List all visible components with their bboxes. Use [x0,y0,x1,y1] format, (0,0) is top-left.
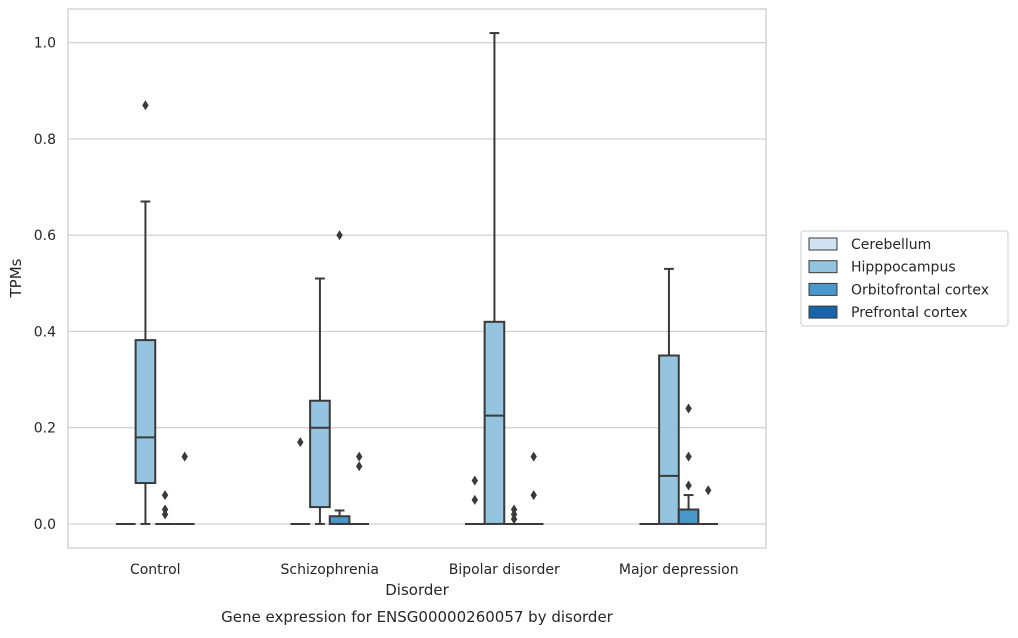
legend-swatch [808,260,838,274]
y-tick-label: 0.4 [34,324,56,340]
box-3-3 [698,485,719,525]
box-body [309,399,331,509]
x-tick-label: Schizophrenia [281,562,379,578]
chart-caption: Gene expression for ENSG00000260057 by d… [221,608,614,626]
legend-swatch [808,237,838,251]
legend-label: Hipppocampus [851,260,956,276]
outlier-marker [297,437,304,448]
box-2-0 [464,475,485,525]
outlier-marker [355,451,363,462]
outlier-marker [704,485,712,496]
outlier-marker [161,490,169,501]
outlier-marker [336,230,343,241]
x-tick-labels: Control Schizophrenia Bipolar disorder Majo… [130,562,739,578]
box-0-2 [155,490,175,525]
box-0-3 [174,451,195,525]
x-tick-label: Control [130,562,181,578]
outlier-marker [685,480,692,491]
boxes-layer [115,32,719,525]
box-0-1 [134,100,157,525]
x-tick-label: Bipolar disorder [449,562,560,578]
box-2-1 [483,32,506,525]
box-body [483,320,506,525]
y-tick-label: 0.0 [34,517,56,533]
box-2-3 [523,451,544,525]
outlier-marker [530,451,537,462]
box-1-1 [309,277,331,525]
outlier-marker [355,461,363,472]
box-body [134,339,157,485]
legend-swatch [808,282,838,296]
box-3-2 [677,403,700,525]
x-axis-label: Disorder [385,581,449,599]
legend-label: Prefrontal cortex [851,305,968,321]
x-tick-label: Major depression [619,562,739,578]
y-tick-label: 0.6 [34,228,56,244]
outlier-marker [181,451,188,462]
outlier-marker [510,504,518,515]
box-1-2 [328,230,351,525]
outlier-marker [161,504,169,515]
outlier-marker [142,100,149,111]
plot-frame [67,8,767,549]
legend-swatch [808,305,838,319]
box-body [328,515,351,525]
y-tick-label: 1.0 [34,36,56,52]
box-3-1 [658,267,680,525]
legend-frame [800,230,1009,327]
box-2-2 [504,504,524,525]
outlier-marker [471,475,479,486]
legend-label: Orbitofrontal cortex [851,282,989,298]
y-tick-label: 0.2 [34,421,56,437]
box-1-0 [290,437,311,525]
y-tick-label: 0.8 [34,132,56,148]
legend: Cerebellum Hipppocampus Orbitofrontal cort… [800,230,1009,327]
legend-label: Cerebellum [851,237,931,253]
outlier-marker [685,451,692,462]
outlier-marker [685,403,692,414]
box-1-3 [349,451,370,525]
y-axis-label: TPMs [7,258,25,298]
outlier-marker [530,490,537,501]
box-body [658,354,680,525]
box-body [677,508,700,525]
legend-items: Cerebellum Hipppocampus Orbitofrontal cort… [808,237,989,321]
y-tick-labels: 0.0 0.2 0.4 0.6 0.8 1.0 [34,36,56,533]
outlier-marker [471,494,479,505]
